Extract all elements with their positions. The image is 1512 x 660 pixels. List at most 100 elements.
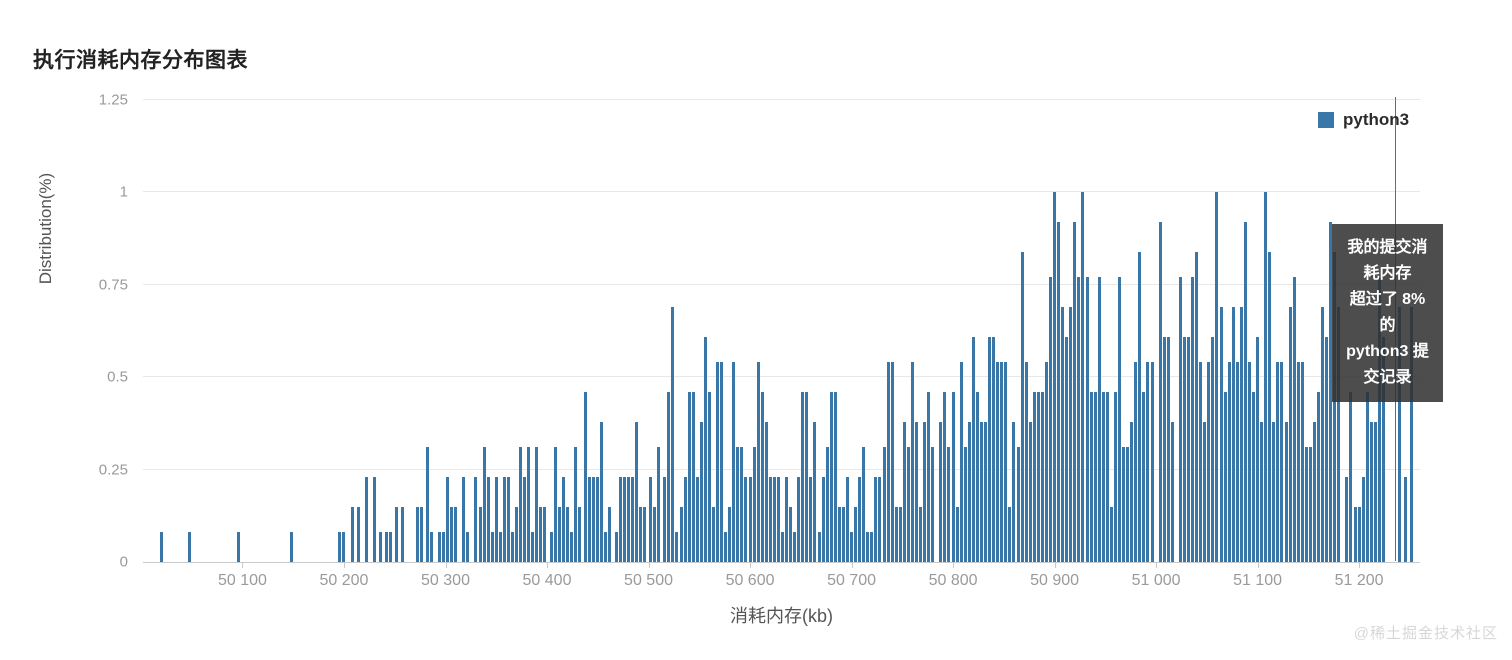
bar[interactable] bbox=[898, 506, 902, 562]
bar[interactable] bbox=[1113, 391, 1117, 562]
bar[interactable] bbox=[618, 477, 622, 562]
bar[interactable] bbox=[1044, 362, 1048, 562]
bar[interactable] bbox=[971, 336, 975, 562]
bar[interactable] bbox=[608, 506, 612, 562]
bar[interactable] bbox=[1325, 336, 1329, 562]
bar[interactable] bbox=[1073, 221, 1077, 562]
bar[interactable] bbox=[1142, 391, 1146, 562]
bar[interactable] bbox=[531, 532, 535, 562]
bar[interactable] bbox=[1264, 192, 1268, 562]
bar[interactable] bbox=[549, 532, 553, 562]
bar[interactable] bbox=[854, 506, 858, 562]
bar[interactable] bbox=[1065, 336, 1069, 562]
bar[interactable] bbox=[350, 506, 354, 562]
bar[interactable] bbox=[866, 532, 870, 562]
bar[interactable] bbox=[596, 477, 600, 562]
bar[interactable] bbox=[886, 362, 890, 562]
bar[interactable] bbox=[1146, 362, 1150, 562]
bar[interactable] bbox=[858, 477, 862, 562]
bar[interactable] bbox=[1166, 336, 1170, 562]
bar[interactable] bbox=[821, 477, 825, 562]
bar[interactable] bbox=[1373, 421, 1377, 562]
bar[interactable] bbox=[1312, 421, 1316, 562]
bar[interactable] bbox=[498, 532, 502, 562]
bar[interactable] bbox=[1207, 362, 1211, 562]
bar[interactable] bbox=[1296, 362, 1300, 562]
bar[interactable] bbox=[756, 362, 760, 562]
bar[interactable] bbox=[919, 506, 923, 562]
bar[interactable] bbox=[1008, 506, 1012, 562]
bar[interactable] bbox=[1049, 277, 1052, 562]
bar[interactable] bbox=[159, 532, 163, 562]
bar[interactable] bbox=[1211, 336, 1215, 562]
bar[interactable] bbox=[736, 447, 740, 562]
bar[interactable] bbox=[683, 477, 687, 562]
bar[interactable] bbox=[466, 532, 470, 562]
bar[interactable] bbox=[437, 532, 441, 562]
bar[interactable] bbox=[801, 391, 805, 562]
bar[interactable] bbox=[1243, 221, 1247, 562]
bar[interactable] bbox=[565, 506, 569, 562]
bar[interactable] bbox=[1260, 421, 1264, 562]
bar[interactable] bbox=[772, 477, 776, 562]
bar[interactable] bbox=[236, 532, 240, 562]
bar[interactable] bbox=[1365, 391, 1369, 562]
bar[interactable] bbox=[1377, 277, 1381, 562]
bar[interactable] bbox=[1353, 506, 1357, 562]
bar[interactable] bbox=[523, 477, 527, 562]
bar[interactable] bbox=[716, 362, 720, 562]
bar[interactable] bbox=[890, 362, 894, 562]
bar[interactable] bbox=[878, 477, 882, 562]
bar[interactable] bbox=[732, 362, 736, 562]
bar[interactable] bbox=[955, 506, 959, 562]
bar[interactable] bbox=[1178, 277, 1182, 562]
bar[interactable] bbox=[1130, 421, 1134, 562]
bar[interactable] bbox=[454, 506, 458, 562]
bar[interactable] bbox=[1357, 506, 1361, 562]
bar[interactable] bbox=[1345, 477, 1349, 562]
bar[interactable] bbox=[649, 477, 653, 562]
bar[interactable] bbox=[862, 447, 866, 562]
bar[interactable] bbox=[1361, 477, 1365, 562]
bar[interactable] bbox=[1016, 447, 1020, 562]
bar[interactable] bbox=[789, 506, 793, 562]
bar[interactable] bbox=[829, 391, 833, 562]
bar[interactable] bbox=[1134, 362, 1138, 562]
bar[interactable] bbox=[720, 362, 724, 562]
bar[interactable] bbox=[915, 421, 918, 562]
bar[interactable] bbox=[429, 532, 433, 562]
bar[interactable] bbox=[947, 447, 951, 562]
bar[interactable] bbox=[691, 391, 695, 562]
bar[interactable] bbox=[833, 391, 837, 562]
bar[interactable] bbox=[630, 477, 634, 562]
bar[interactable] bbox=[441, 532, 445, 562]
bar[interactable] bbox=[1304, 447, 1308, 562]
bar[interactable] bbox=[1215, 192, 1219, 562]
bar[interactable] bbox=[1300, 362, 1304, 562]
bar[interactable] bbox=[841, 506, 845, 562]
bar[interactable] bbox=[486, 477, 490, 562]
bar[interactable] bbox=[1235, 362, 1239, 562]
bar[interactable] bbox=[638, 506, 642, 562]
bar[interactable] bbox=[931, 447, 935, 562]
bar[interactable] bbox=[425, 447, 429, 562]
bar[interactable] bbox=[813, 421, 817, 562]
bar[interactable] bbox=[1028, 421, 1032, 562]
bar[interactable] bbox=[415, 506, 419, 562]
bar[interactable] bbox=[653, 506, 657, 562]
bar[interactable] bbox=[527, 447, 531, 562]
bar[interactable] bbox=[910, 362, 914, 562]
bar[interactable] bbox=[776, 477, 780, 562]
bar[interactable] bbox=[902, 421, 906, 562]
bar[interactable] bbox=[573, 447, 577, 562]
bar[interactable] bbox=[1329, 221, 1333, 562]
bar[interactable] bbox=[543, 506, 547, 562]
bar[interactable] bbox=[401, 506, 405, 562]
bar[interactable] bbox=[482, 447, 486, 562]
bar[interactable] bbox=[748, 477, 752, 562]
bar[interactable] bbox=[927, 391, 931, 562]
bar[interactable] bbox=[1231, 306, 1235, 562]
bar[interactable] bbox=[1219, 306, 1223, 562]
bar[interactable] bbox=[874, 477, 878, 562]
bar[interactable] bbox=[837, 506, 841, 562]
